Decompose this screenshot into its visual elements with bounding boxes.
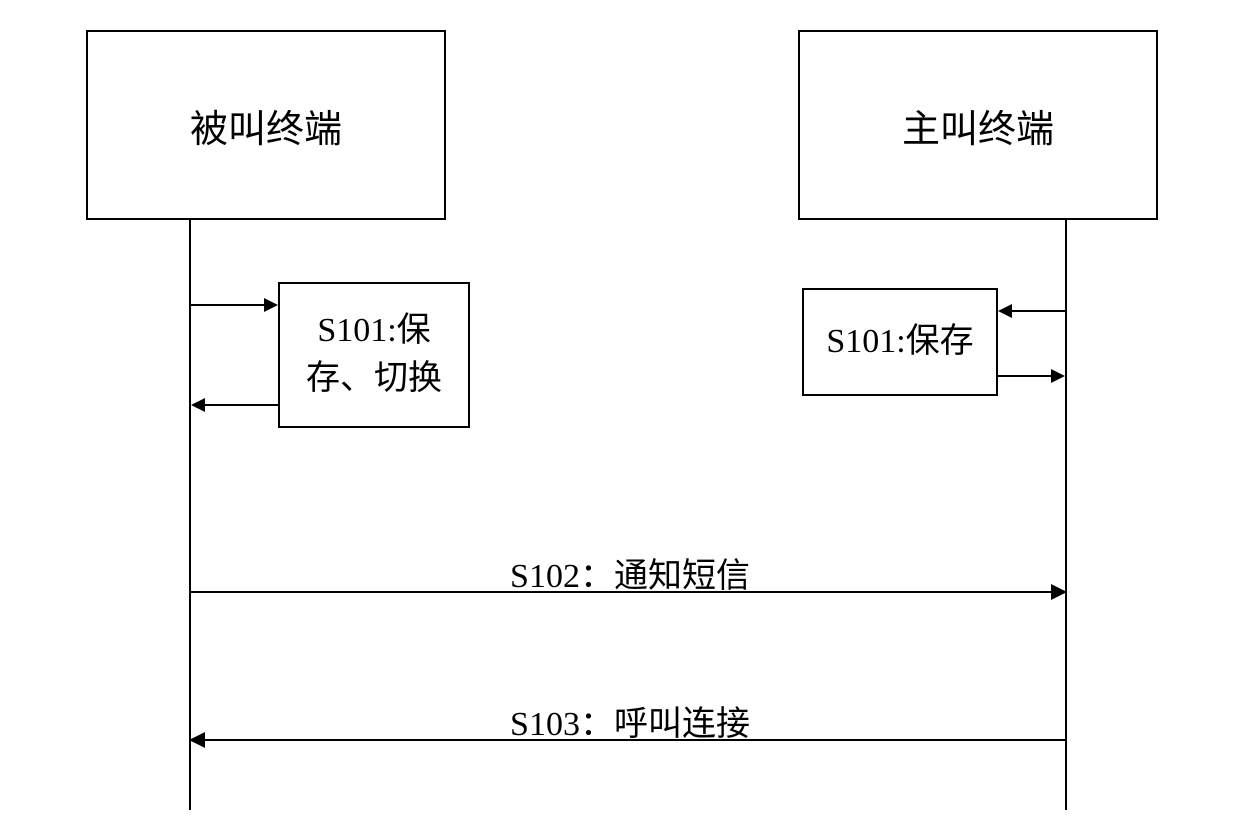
step-s101-right-label: S101:保存 xyxy=(826,318,973,366)
self-arrow-right-out xyxy=(998,375,1053,377)
msg-s102-arrow xyxy=(1051,584,1067,600)
sequence-diagram: 被叫终端 主叫终端 S101:保存、切换 S101:保存 S102：通知短信 S… xyxy=(0,0,1240,831)
self-arrow-right-in-head xyxy=(998,304,1012,318)
self-arrow-right-in xyxy=(1010,310,1065,312)
msg-s103-arrow xyxy=(189,732,205,748)
msg-s102-label: S102：通知短信 xyxy=(440,548,820,597)
self-arrow-left-out xyxy=(203,404,278,406)
participant-calling-terminal: 主叫终端 xyxy=(798,30,1158,220)
lifeline-calling xyxy=(1065,220,1067,810)
msg-s103-line xyxy=(203,739,1066,741)
step-s101-left-label: S101:保存、切换 xyxy=(284,307,464,402)
step-s101-left: S101:保存、切换 xyxy=(278,282,470,428)
self-arrow-left-in-head xyxy=(264,298,278,312)
participant-calling-label: 主叫终端 xyxy=(902,98,1054,153)
step-s101-right: S101:保存 xyxy=(802,288,998,396)
self-arrow-right-out-head xyxy=(1051,369,1065,383)
self-arrow-left-out-head xyxy=(191,398,205,412)
self-arrow-left-in xyxy=(191,304,266,306)
msg-s103-label: S103：呼叫连接 xyxy=(440,696,820,745)
participant-called-terminal: 被叫终端 xyxy=(86,30,446,220)
lifeline-called xyxy=(189,220,191,810)
msg-s102-line xyxy=(191,591,1053,593)
participant-called-label: 被叫终端 xyxy=(190,98,342,153)
